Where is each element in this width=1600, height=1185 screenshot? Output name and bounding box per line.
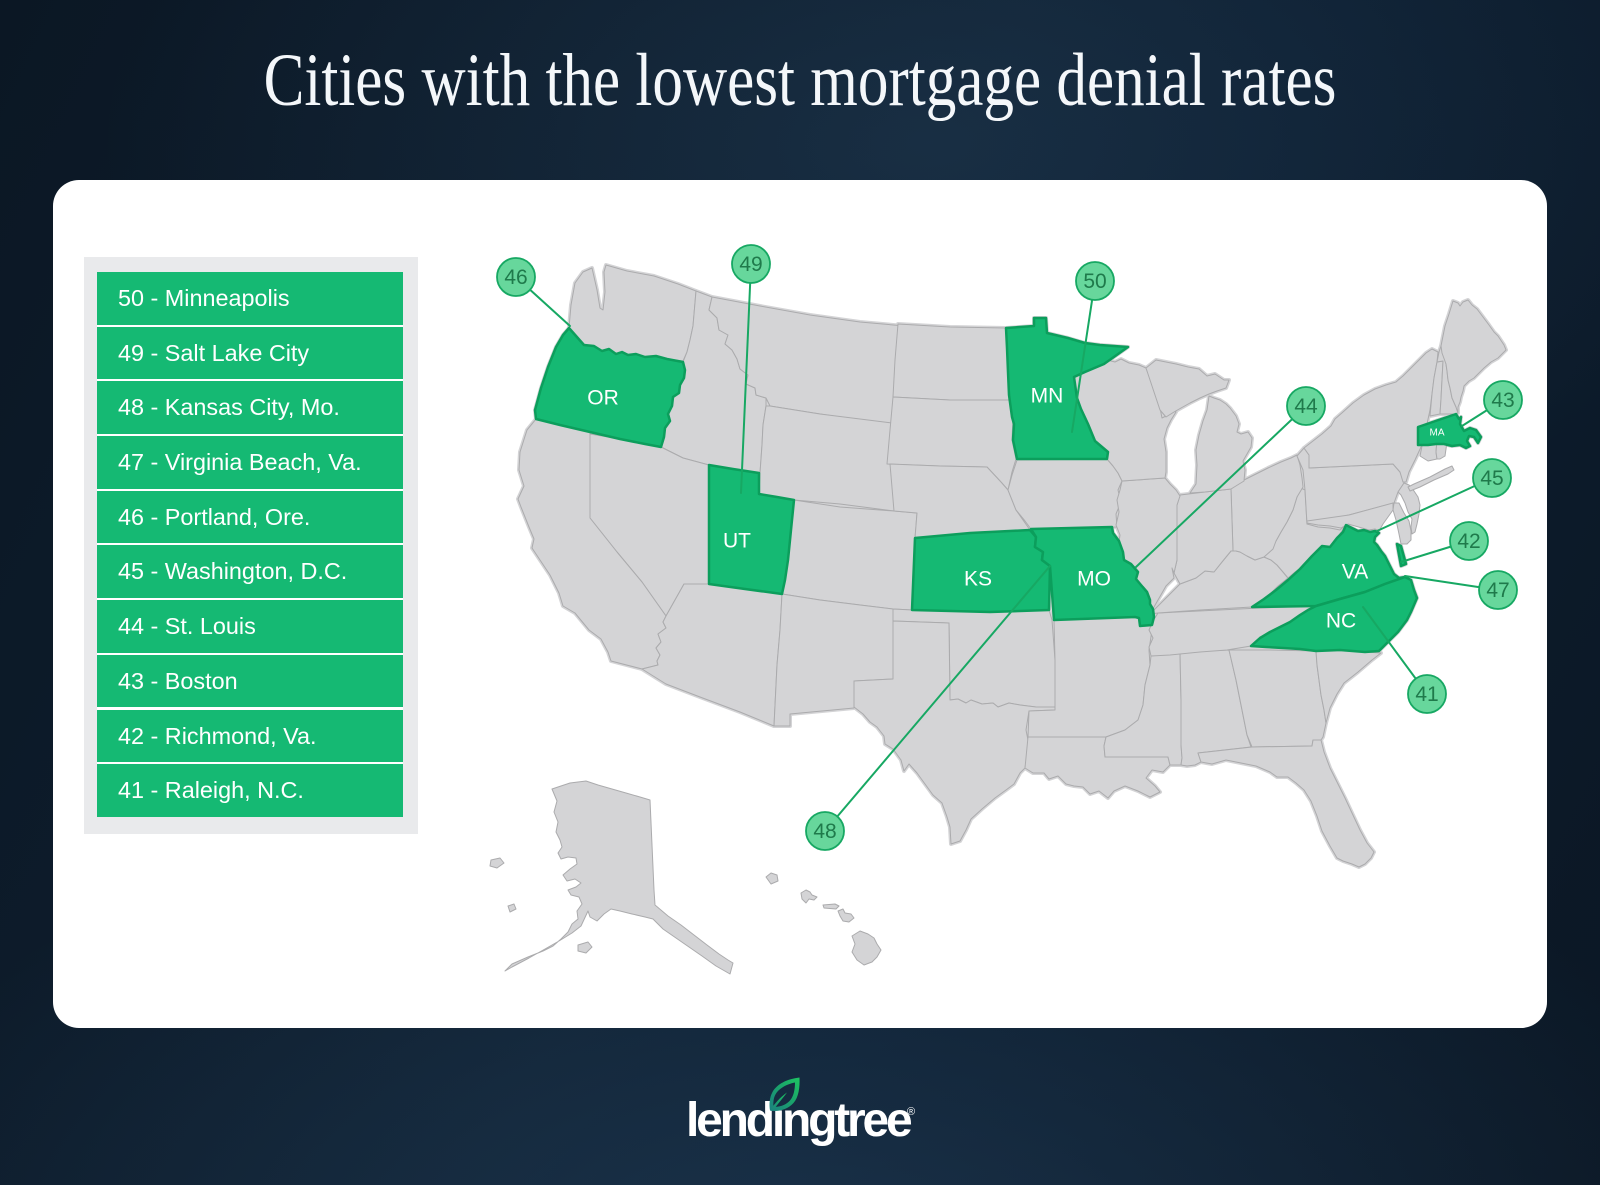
- svg-text:45: 45: [1480, 467, 1503, 490]
- svg-text:50: 50: [1083, 270, 1106, 293]
- svg-text:MO: MO: [1077, 567, 1111, 590]
- svg-text:MA: MA: [1430, 428, 1445, 439]
- svg-text:VA: VA: [1342, 560, 1368, 583]
- svg-text:KS: KS: [964, 567, 992, 590]
- svg-text:46: 46: [504, 266, 527, 289]
- svg-text:MN: MN: [1031, 384, 1064, 407]
- svg-text:47: 47: [1486, 579, 1509, 602]
- svg-text:43: 43: [1491, 389, 1514, 412]
- svg-text:48: 48: [813, 820, 836, 843]
- svg-text:49: 49: [739, 253, 762, 276]
- svg-text:UT: UT: [723, 529, 751, 552]
- svg-text:41: 41: [1415, 683, 1438, 706]
- svg-text:44: 44: [1294, 395, 1318, 418]
- svg-text:42: 42: [1457, 530, 1480, 553]
- svg-text:NC: NC: [1326, 609, 1356, 632]
- svg-text:OR: OR: [587, 386, 619, 409]
